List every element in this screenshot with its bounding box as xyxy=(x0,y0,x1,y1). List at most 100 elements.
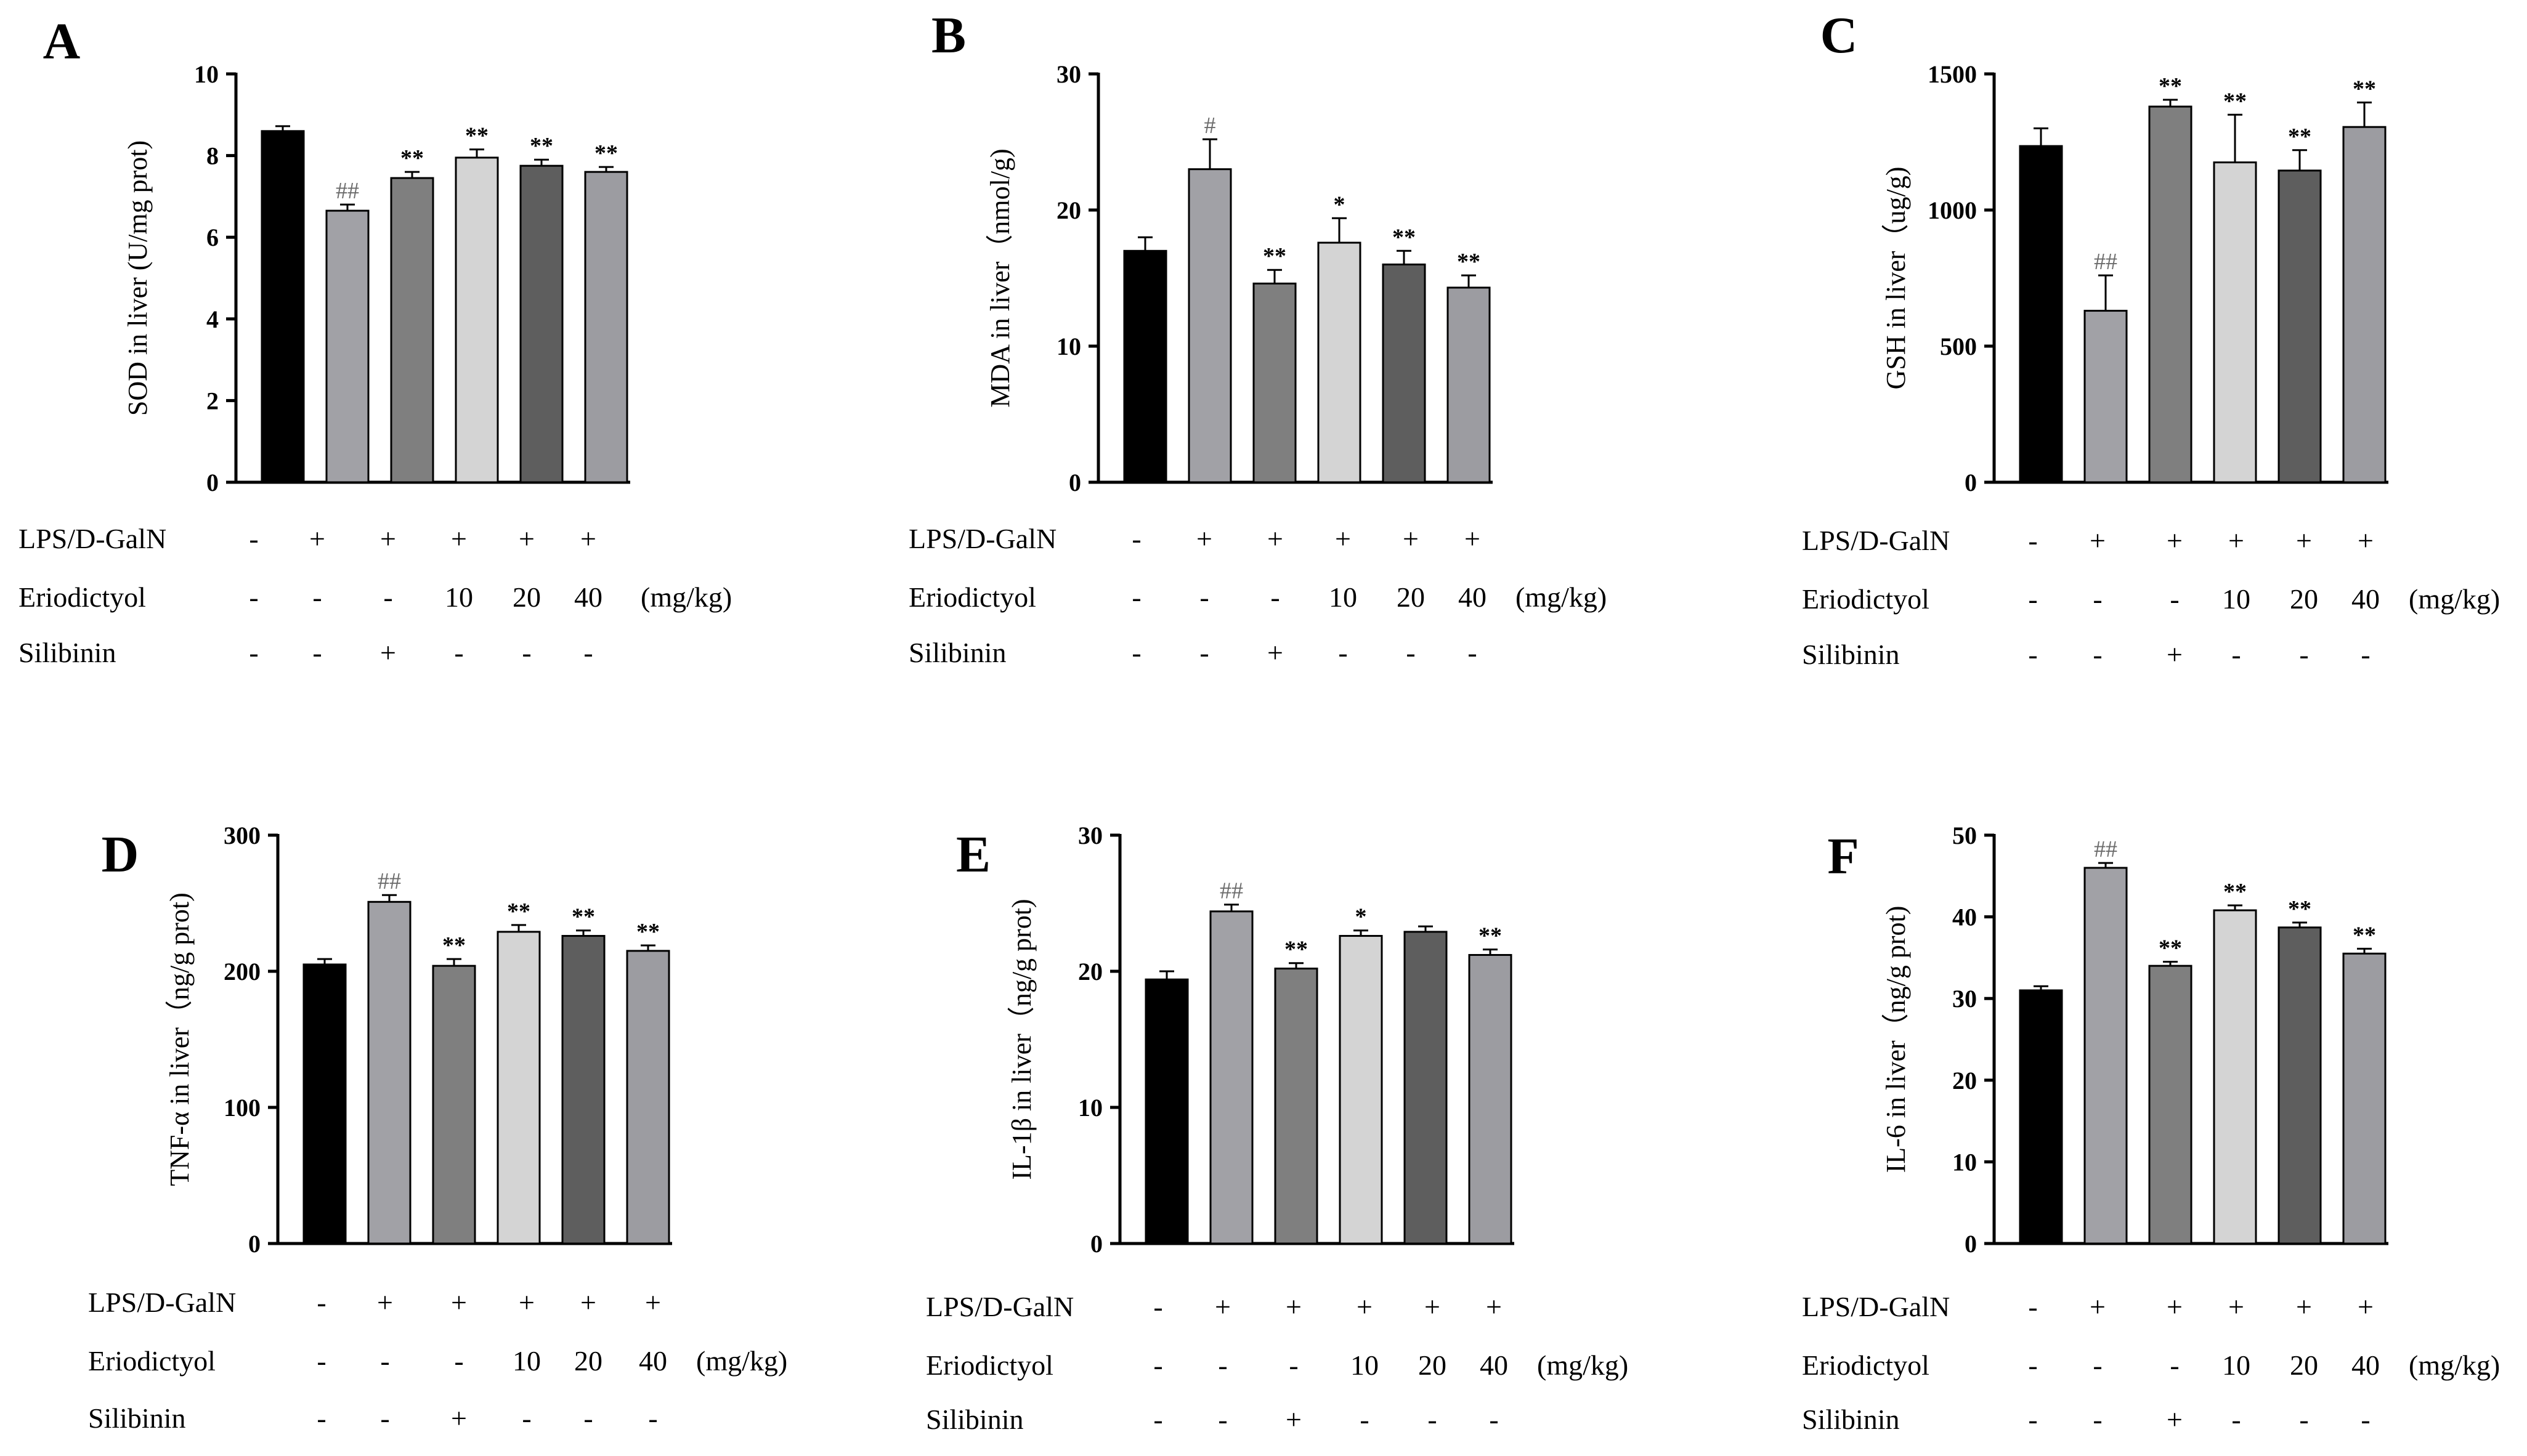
condition-row-label: Eriodictyol xyxy=(926,1349,1053,1381)
condition-cell: 20 xyxy=(513,581,541,613)
condition-cell: - xyxy=(1218,1404,1227,1435)
y-tick-label: 8 xyxy=(206,142,219,170)
bar xyxy=(390,177,434,483)
condition-cell: - xyxy=(1218,1349,1227,1381)
condition-cell: - xyxy=(380,1345,389,1377)
chart-panel-f: F 0 10 20 30 40 50 IL-6 in liver（ng/g prot) ## **… xyxy=(1802,822,2500,1435)
condition-cell: - xyxy=(2361,1404,2370,1435)
condition-row-label: Silibinin xyxy=(18,637,116,668)
condition-cell: + xyxy=(1403,523,1419,554)
bar xyxy=(2019,989,2063,1245)
condition-row-label: Eriodictyol xyxy=(18,581,146,613)
condition-cell: 10 xyxy=(1329,581,1357,613)
significance-marker: ** xyxy=(507,899,530,924)
hash-marker: ## xyxy=(378,868,401,894)
y-tick-label: 0 xyxy=(1090,1230,1103,1258)
condition-cell: - xyxy=(1467,637,1477,668)
condition-cell: + xyxy=(2167,1404,2183,1435)
condition-cell: + xyxy=(2228,1291,2244,1322)
condition-cell: - xyxy=(2231,639,2241,670)
bar xyxy=(626,950,670,1245)
y-axis-title: SOD in liver (U/mg prot) xyxy=(123,140,153,416)
condition-cell: - xyxy=(1199,581,1209,613)
bar xyxy=(1252,282,1297,483)
condition-cell: + xyxy=(2296,1291,2312,1322)
condition-cell: 20 xyxy=(1418,1349,1446,1381)
condition-cell: - xyxy=(2170,583,2179,615)
bar xyxy=(1274,968,1318,1245)
condition-cell: - xyxy=(317,1402,326,1434)
condition-cell: - xyxy=(2028,583,2037,615)
y-tick-label: 50 xyxy=(1952,822,1977,849)
y-tick-label: 40 xyxy=(1952,904,1977,931)
y-tick-label: 30 xyxy=(1078,822,1103,849)
bar xyxy=(519,164,564,483)
condition-cell: 10 xyxy=(2222,1349,2250,1381)
condition-row-label: LPS/D-GalN xyxy=(926,1291,1074,1322)
condition-cell: + xyxy=(309,523,325,554)
condition-cell: + xyxy=(1267,523,1283,554)
significance-marker: * xyxy=(1334,192,1345,217)
significance-marker: ** xyxy=(2353,76,2376,102)
condition-cell: + xyxy=(451,1287,467,1318)
bar xyxy=(325,209,370,483)
condition-cell: 40 xyxy=(2351,583,2380,615)
condition-cell: - xyxy=(2093,1404,2102,1435)
condition-cell: 20 xyxy=(574,1345,602,1377)
y-tick-label: 10 xyxy=(1952,1148,1977,1176)
condition-cell: - xyxy=(380,1402,389,1434)
bar xyxy=(497,931,541,1245)
bar xyxy=(1123,249,1167,483)
condition-cell: 20 xyxy=(2290,1349,2318,1381)
condition-cell: 10 xyxy=(1350,1349,1379,1381)
significance-marker: ** xyxy=(465,123,489,149)
y-tick-label: 100 xyxy=(224,1094,261,1122)
y-axis-title: IL-6 in liver（ng/g prot) xyxy=(1881,906,1911,1173)
condition-row-label: Silibinin xyxy=(1802,1404,1899,1435)
bar xyxy=(1468,953,1512,1245)
condition-cell: - xyxy=(1132,637,1141,668)
bar xyxy=(302,963,347,1245)
y-tick-label: 4 xyxy=(206,305,219,333)
condition-cell: - xyxy=(2299,1404,2308,1435)
bar xyxy=(1209,910,1254,1245)
bar xyxy=(1145,978,1189,1245)
panel-letter: D xyxy=(102,826,139,883)
condition-cell: + xyxy=(1196,523,1212,554)
y-tick-label: 20 xyxy=(1078,958,1103,985)
condition-cell: - xyxy=(249,581,258,613)
condition-cell: + xyxy=(2358,525,2374,556)
y-tick-label: 2 xyxy=(206,387,219,415)
bar xyxy=(2083,310,2128,483)
bar xyxy=(2019,145,2063,483)
condition-row-label: Silibinin xyxy=(1802,639,1899,670)
condition-cell: 10 xyxy=(513,1345,541,1377)
bar xyxy=(1403,931,1448,1245)
bar xyxy=(1382,263,1426,483)
condition-cell: + xyxy=(2296,525,2312,556)
y-tick-label: 500 xyxy=(1940,333,1977,360)
significance-marker: ** xyxy=(530,133,553,159)
condition-cell: - xyxy=(522,1402,531,1434)
panel-letter: A xyxy=(43,13,81,70)
y-tick-label: 10 xyxy=(1057,333,1081,360)
condition-cell: - xyxy=(312,637,322,668)
y-tick-label: 30 xyxy=(1057,60,1081,88)
y-tick-label: 0 xyxy=(248,1230,261,1258)
panel-letter: B xyxy=(931,7,966,64)
condition-cell: + xyxy=(2167,525,2183,556)
condition-cell: 10 xyxy=(445,581,473,613)
condition-row-label: Eriodictyol xyxy=(88,1345,216,1377)
condition-cell: + xyxy=(2167,1291,2183,1322)
condition-cell: - xyxy=(1427,1404,1437,1435)
significance-marker: ** xyxy=(1457,249,1480,275)
condition-cell: - xyxy=(2361,639,2370,670)
significance-marker: ** xyxy=(2288,124,2311,150)
condition-cell: - xyxy=(249,637,258,668)
condition-cell: - xyxy=(583,1402,593,1434)
condition-cell: 40 xyxy=(1458,581,1487,613)
condition-cell: 40 xyxy=(639,1345,667,1377)
bar xyxy=(2083,867,2128,1245)
condition-cell: - xyxy=(1270,581,1280,613)
condition-cell: - xyxy=(2028,639,2037,670)
